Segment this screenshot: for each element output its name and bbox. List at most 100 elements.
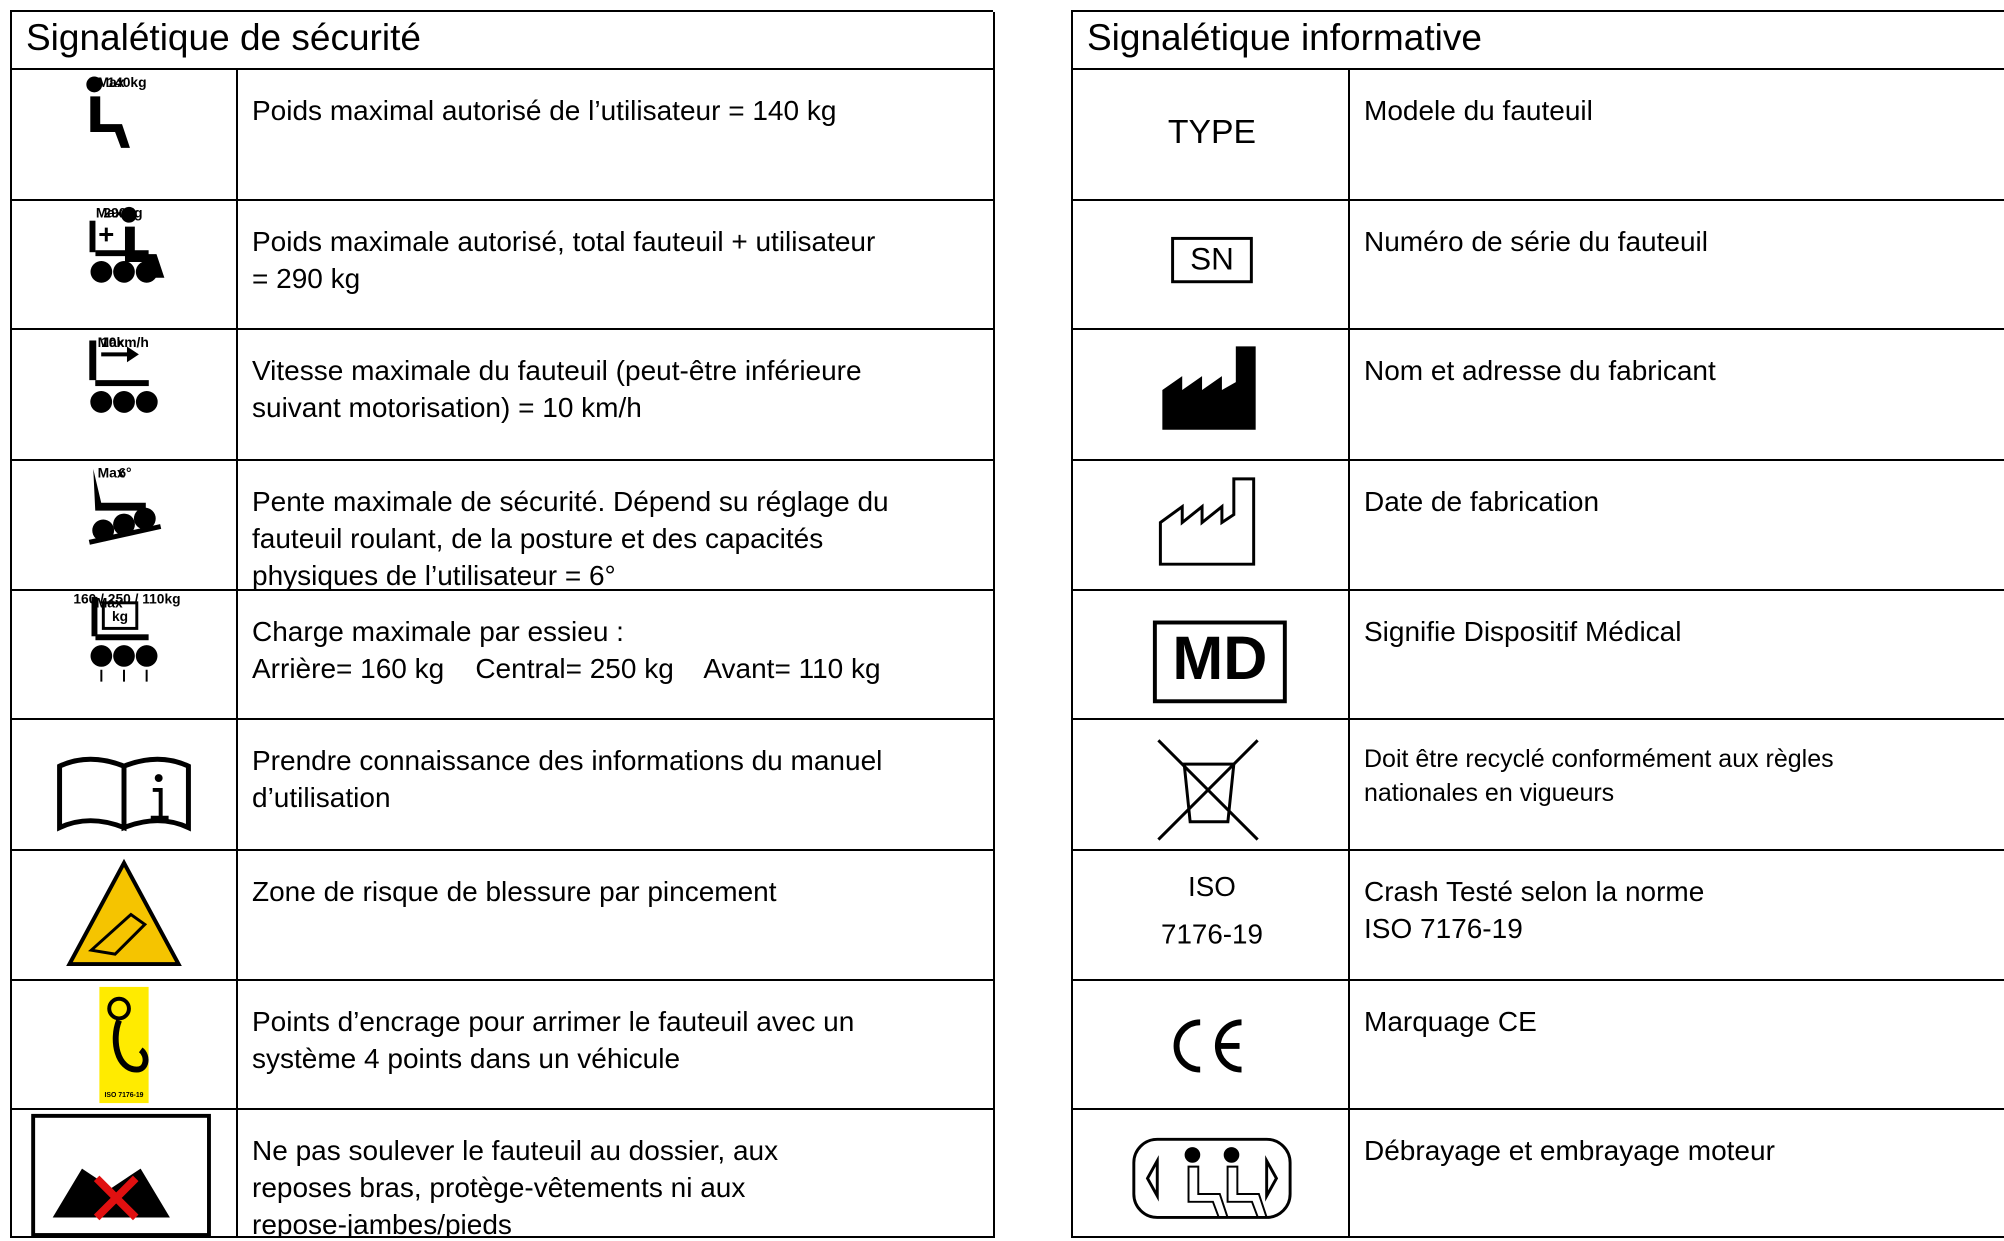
table-title: Signalétique de sécurité (12, 12, 995, 70)
icon-label: ISO (1188, 871, 1236, 902)
description-cell: Vitesse maximale du fauteuil (peut-être … (238, 330, 995, 461)
icon-cell: Max 10km/h (12, 330, 238, 461)
description-cell: Poids maximal autorisé de l’utilisateur … (238, 70, 995, 201)
icon-cell: Max 6° (12, 461, 238, 591)
info-table: Signalétique informative TYPE Modele du fa… (1071, 10, 2004, 1238)
icon-label: Max (98, 465, 125, 481)
description-cell: Zone de risque de blessure par pincement (238, 851, 995, 981)
description-line: fauteuil roulant, de la posture et des c… (252, 523, 824, 554)
description-line: Date de fabrication (1364, 486, 1600, 517)
icon-cell: ISO 7176-19 (1073, 851, 1350, 981)
icon: ISO 7176-19 (1161, 871, 1263, 950)
icon-label: 6° (118, 465, 131, 481)
icon-cell (1073, 461, 1350, 591)
icon-label: 10km/h (101, 334, 149, 350)
description-line: Signifie Dispositif Médical (1364, 616, 1682, 647)
icon-label: 160 / 250 / 110kg (73, 592, 180, 607)
description-line: Arrière= 160 kg Central= 250 kg Avant= 1… (252, 653, 881, 684)
icon-cell: kg Max 160 / 250 / 110kg (12, 591, 238, 720)
icon-cell: Max 290kg (12, 201, 238, 330)
icon-cell (1073, 330, 1350, 461)
icon-cell: ISO 7176-19 (12, 981, 238, 1110)
icon-label: Max (98, 74, 125, 90)
description-line: reposes bras, protège-vêtements ni aux (252, 1172, 746, 1203)
icon (31, 1113, 211, 1236)
description-cell: Pente maximale de sécurité. Dépend su ré… (238, 461, 995, 591)
description-cell: Poids maximale autorisé, total fauteuil … (238, 201, 995, 330)
icon-label: TYPE (1168, 113, 1256, 151)
description-cell: Doit être recyclé conformément aux règle… (1350, 720, 2004, 851)
safety-table: Signalétique de sécurité Max 140kg Poids ma… (10, 10, 995, 1238)
description-cell: Points d’encrage pour arrimer le fauteui… (238, 981, 995, 1110)
icon-cell (12, 851, 238, 981)
description-line: Vitesse maximale du fauteuil (peut-être … (252, 355, 862, 386)
description-line: Nom et adresse du fabricant (1364, 355, 1716, 386)
icon-label: 7176-19 (1161, 919, 1263, 950)
icon (1158, 477, 1256, 566)
icon-cell (1073, 720, 1350, 851)
description-line: Numéro de série du fauteuil (1364, 226, 1708, 257)
description-cell: Nom et adresse du fabricant (1350, 330, 2004, 461)
description-line: Poids maximal autorisé de l’utilisateur … (252, 95, 837, 126)
icon-label: MD (1172, 624, 1267, 692)
description-line: Prendre connaissance des informations du… (252, 745, 883, 776)
description-line: Doit être recyclé conformément aux règle… (1364, 745, 1834, 773)
svg-text:kg: kg (112, 609, 128, 624)
icon-cell: MD (1073, 591, 1350, 720)
icon (66, 858, 182, 967)
description-line: d’utilisation (252, 782, 391, 813)
description-line: repose-jambes/pieds (252, 1209, 512, 1238)
description-line: Poids maximale autorisé, total fauteuil … (252, 226, 876, 257)
description-line: système 4 points dans un véhicule (252, 1043, 681, 1074)
icon: ISO 7176-19 (99, 986, 149, 1104)
description-cell: Date de fabrication (1350, 461, 2004, 591)
icon-label: ISO 7176-19 (105, 1092, 144, 1099)
icon (1157, 739, 1259, 841)
icon-cell: Max 140kg (12, 70, 238, 201)
icon-cell (1073, 981, 1350, 1110)
icon: TYPE (1168, 113, 1256, 151)
description-line: nationales en vigueurs (1364, 779, 1615, 807)
icon: SN (1171, 236, 1253, 284)
description-line: Pente maximale de sécurité. Dépend su ré… (252, 486, 889, 517)
icon (1173, 1019, 1242, 1073)
icon-cell (1073, 1110, 1350, 1238)
description-cell: Signifie Dispositif Médical (1350, 591, 2004, 720)
description-cell: Marquage CE (1350, 981, 2004, 1110)
icon-cell: TYPE (1073, 70, 1350, 201)
description-line: Points d’encrage pour arrimer le fauteui… (252, 1006, 855, 1037)
description-cell: Crash Testé selon la norme ISO 7176-19 (1350, 851, 2004, 981)
icon-label: Max (96, 595, 123, 610)
description-cell: Numéro de série du fauteuil (1350, 201, 2004, 330)
icon-cell (12, 720, 238, 851)
description-cell: Ne pas soulever le fauteuil au dossier, … (238, 1110, 995, 1238)
table-title: Signalétique informative (1073, 12, 2004, 70)
description-line: Crash Testé selon la norme (1364, 876, 1705, 907)
description-line: Charge maximale par essieu : (252, 616, 624, 647)
description-line: Débrayage et embrayage moteur (1364, 1135, 1775, 1166)
icon-label: 140kg (107, 74, 146, 90)
icon (1132, 1137, 1292, 1219)
description-line: Ne pas soulever le fauteuil au dossier, … (252, 1135, 779, 1166)
description-cell: Débrayage et embrayage moteur (1350, 1110, 2004, 1238)
description-cell: Prendre connaissance des informations du… (238, 720, 995, 851)
description-line: = 290 kg (252, 263, 361, 294)
description-line: suivant motorisation) = 10 km/h (252, 392, 642, 423)
icon-cell (12, 1110, 238, 1238)
icon-label: 290kg (103, 205, 142, 220)
icon (57, 756, 191, 832)
icon (1162, 346, 1256, 430)
icon-cell: SN (1073, 201, 1350, 330)
description-line: Zone de risque de blessure par pincement (252, 876, 777, 907)
icon-label: Max (96, 205, 123, 220)
description-cell: Modele du fauteuil (1350, 70, 2004, 201)
description-line: Modele du fauteuil (1364, 95, 1593, 126)
description-line: ISO 7176-19 (1364, 913, 1523, 944)
description-cell: Charge maximale par essieu : Arrière= 160… (238, 591, 995, 720)
